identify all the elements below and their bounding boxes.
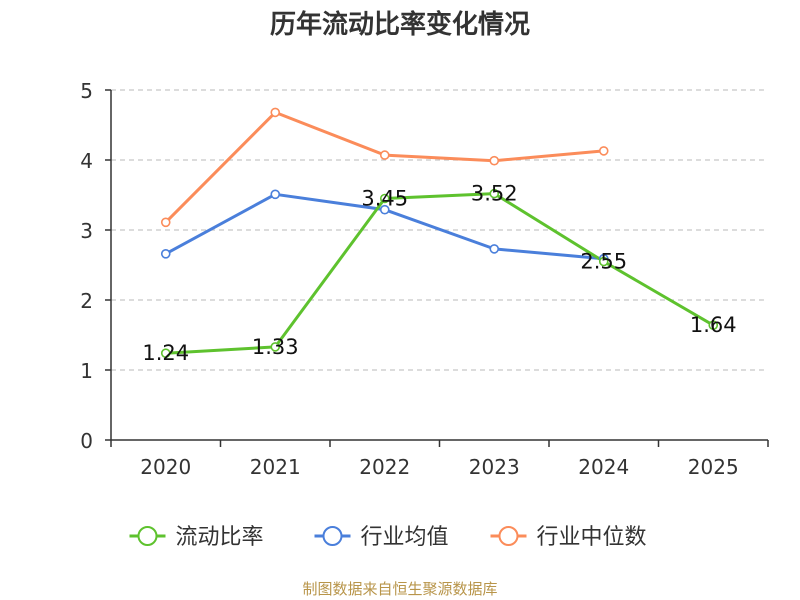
data-point: [489, 244, 500, 254]
data-point: [598, 146, 609, 156]
x-tick-label: 2025: [688, 455, 739, 479]
y-tick-label: 5: [80, 79, 93, 103]
data-label: 3.45: [361, 187, 408, 211]
data-label: 1.64: [690, 313, 737, 337]
data-point: [160, 249, 171, 259]
y-tick-label: 1: [80, 359, 93, 383]
x-tick-label: 2023: [469, 455, 520, 479]
chart-title: 历年流动比率变化情况: [269, 10, 530, 40]
data-point: [489, 188, 500, 199]
legend-swatch-marker: [137, 526, 158, 546]
x-tick-label: 2024: [578, 455, 629, 479]
y-tick-label: 2: [80, 289, 93, 313]
x-tick-label: 2022: [359, 455, 410, 479]
legend-label: 流动比率: [176, 525, 264, 550]
data-point: [270, 107, 281, 118]
x-tick-label: 2021: [250, 455, 301, 479]
data-point: [270, 342, 281, 352]
data-point: [160, 217, 171, 228]
data-point: [379, 204, 390, 215]
data-label: 1.33: [252, 335, 299, 359]
legend-item[interactable]: 行业均值: [314, 525, 449, 550]
legend-item[interactable]: 流动比率: [129, 525, 264, 550]
data-point: [598, 256, 609, 267]
x-tick-label: 2020: [140, 455, 191, 479]
data-point: [489, 155, 500, 166]
y-tick-label: 3: [80, 219, 93, 243]
data-label: 1.24: [142, 341, 189, 365]
data-point: [270, 189, 281, 200]
legend-swatch-marker: [498, 526, 519, 546]
data-point: [379, 193, 390, 204]
data-label: 3.52: [471, 182, 518, 206]
series-line: [165, 192, 715, 355]
y-tick-label: 4: [80, 149, 93, 173]
data-point: [160, 348, 171, 359]
legend-label: 行业中位数: [537, 525, 647, 550]
data-point: [379, 150, 390, 160]
legend-item[interactable]: 行业中位数: [490, 525, 647, 550]
legend-label: 行业均值: [361, 525, 449, 550]
data-label: 2.55: [580, 250, 627, 274]
y-tick-label: 0: [80, 429, 93, 453]
legend-swatch-marker: [322, 526, 343, 546]
data-point: [708, 320, 719, 331]
source-note: 制图数据来自恒生聚源数据库: [302, 580, 498, 598]
